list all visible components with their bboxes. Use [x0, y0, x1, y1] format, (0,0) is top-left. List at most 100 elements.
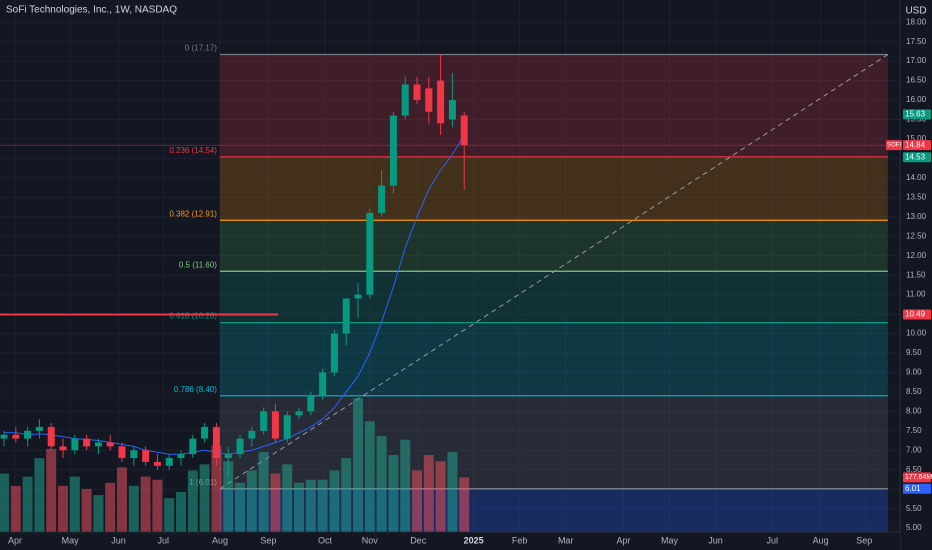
volume-bar — [223, 461, 234, 532]
x-tick-label: Apr — [617, 535, 631, 545]
candle-body — [47, 426, 55, 447]
x-tick-label: Aug — [212, 535, 228, 545]
y-tick-label: 11.00 — [906, 290, 926, 299]
volume-bar — [211, 445, 222, 532]
price-tag — [903, 109, 931, 120]
fib-zone — [219, 156, 888, 221]
price-tag-label: 15.63 — [905, 110, 926, 119]
y-tick-label: 14.00 — [906, 173, 927, 182]
candle-body — [12, 434, 20, 439]
x-tick-label: Sep — [260, 535, 276, 545]
y-tick-label: 8.00 — [906, 406, 922, 415]
candle-body — [212, 426, 220, 459]
volume — [0, 398, 470, 532]
volume-bar — [341, 458, 352, 532]
candle-body — [35, 426, 43, 431]
volume-bar — [187, 470, 198, 532]
volume-bar — [294, 482, 305, 532]
volume-bar — [105, 482, 116, 532]
volume-bar — [69, 476, 80, 532]
symbol-tag — [886, 140, 902, 151]
y-tick-label: 6.50 — [906, 465, 922, 474]
volume-bar — [376, 436, 387, 532]
volume-bar — [58, 485, 69, 532]
candle-body — [354, 294, 362, 299]
volume-bar — [364, 421, 375, 532]
volume-bar — [270, 473, 281, 532]
candle-body — [130, 450, 138, 459]
candle-body — [59, 446, 67, 451]
volume-bar — [400, 439, 411, 532]
trend-line — [219, 54, 889, 490]
volume-bar — [317, 479, 328, 532]
candle-body — [248, 430, 256, 439]
volume-bar — [258, 452, 269, 532]
x-tick-label: May — [661, 535, 679, 545]
candle-body — [319, 372, 327, 396]
y-tick-label: 10.00 — [906, 329, 927, 338]
x-tick-label: 2025 — [464, 535, 484, 545]
candle-body — [271, 411, 279, 439]
time-axis-bg — [0, 532, 900, 550]
candle-body — [437, 80, 445, 124]
fib-label: 0.382 (12.91) — [169, 209, 217, 218]
volume-bar — [93, 495, 104, 532]
price-tag-label: 10.49 — [905, 310, 926, 319]
volume-bar — [0, 473, 10, 532]
candle-body — [165, 458, 173, 466]
x-tick-label: Mar — [558, 535, 574, 545]
x-tick-label: Nov — [362, 535, 379, 545]
fib-zone — [219, 54, 888, 157]
candle-body — [260, 411, 268, 431]
x-tick-label: Jul — [158, 535, 170, 545]
volume-bar — [10, 485, 21, 532]
candle-body — [201, 426, 209, 439]
x-tick-label: Aug — [813, 535, 829, 545]
candle-body — [330, 333, 338, 373]
price-tag — [903, 483, 931, 494]
x-tick-label: Apr — [8, 535, 22, 545]
candle-body — [83, 438, 91, 447]
x-tick-label: Feb — [512, 535, 528, 545]
candle-body — [118, 446, 126, 459]
volume-bar — [46, 448, 57, 532]
candle-body — [94, 442, 102, 447]
volume-bar — [81, 488, 92, 532]
candle-body — [224, 454, 232, 459]
chart-title: SoFi Technologies, Inc., 1W, NASDAQ — [6, 5, 177, 16]
y-tick-label: 13.00 — [906, 212, 927, 221]
x-tick-label: Dec — [410, 535, 427, 545]
candle-body — [177, 454, 185, 459]
volume-bar — [128, 485, 139, 532]
y-tick-label: 5.00 — [906, 523, 922, 532]
volume-bar — [305, 479, 316, 532]
volume-bar — [435, 461, 446, 532]
y-tick-label: 9.50 — [906, 348, 922, 357]
candle-body — [342, 298, 350, 334]
candle-body — [401, 84, 409, 116]
fib-retracement: 0 (17.17) 0.236 (14.54) 0.382 (12.91) 0.5 (… — [169, 44, 889, 532]
volume-bar — [388, 455, 399, 532]
y-tick-label: 12.50 — [906, 231, 927, 240]
fib-zone — [219, 395, 888, 489]
x-tick-label: Sep — [856, 535, 872, 545]
price-axis-bg — [900, 0, 932, 550]
y-tick-label: 11.50 — [906, 270, 926, 279]
y-tick-label: 15.00 — [906, 134, 927, 143]
price-tag — [903, 309, 931, 320]
volume-bar — [246, 470, 257, 532]
candle-body — [389, 115, 397, 186]
volume-bar — [140, 476, 151, 532]
candle-body — [71, 438, 79, 451]
y-tick-label: 12.00 — [906, 251, 927, 260]
x-tick-label: May — [62, 535, 80, 545]
fib-label: 0 (17.17) — [185, 44, 217, 53]
fib-label: 0.236 (14.54) — [169, 146, 217, 155]
y-tick-label: 9.00 — [906, 368, 922, 377]
price-tag-label: 14.84 — [905, 140, 926, 149]
currency: USD — [905, 6, 926, 17]
price-tag — [903, 140, 931, 151]
volume-bar — [117, 467, 128, 532]
x-tick-label: Jul — [766, 535, 778, 545]
